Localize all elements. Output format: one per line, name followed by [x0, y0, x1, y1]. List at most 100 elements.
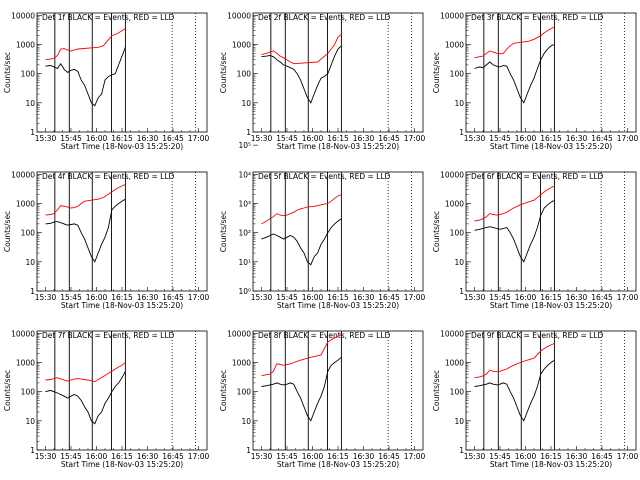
x-tick-label: 17:00	[617, 134, 639, 143]
x-tick-label: 17:00	[617, 452, 639, 461]
y-tick-label: 10000	[440, 11, 464, 20]
x-tick-label: 17:00	[404, 452, 426, 461]
y-tick-label: 10000	[227, 329, 251, 338]
x-tick-label: 15:45	[489, 293, 511, 302]
y-tick-label: 100	[450, 229, 465, 238]
x-tick-label: 16:00	[515, 293, 537, 302]
x-tick-label: 15:30	[464, 293, 486, 302]
panel-det-7: Det 7f BLACK = Events, RED = LLD 1 10 100 10…	[3, 329, 210, 469]
y-axis-label: Counts/sec	[219, 52, 228, 93]
series-line-events	[45, 198, 126, 263]
y-axis-label: Counts/sec	[432, 370, 441, 411]
x-tick-label: 15:30	[464, 452, 486, 461]
x-tick-label: 15:30	[251, 134, 273, 143]
y-tick-label: 10000	[11, 329, 35, 338]
series-line-events	[45, 47, 126, 107]
y-tick-label: 100	[450, 388, 465, 397]
x-tick-label: 16:00	[86, 293, 108, 302]
y-tick-label: 10000	[11, 11, 35, 20]
x-tick-label: 17:00	[188, 134, 210, 143]
y-tick-label: 10¹	[238, 258, 251, 267]
x-tick-label: 16:45	[378, 293, 400, 302]
x-tick-label: 16:00	[86, 134, 108, 143]
y-tick-label: 1000	[16, 40, 35, 49]
y-tick-label: 1000	[445, 40, 464, 49]
series-line-events	[261, 356, 342, 422]
y-tick-label: 100	[21, 70, 36, 79]
x-tick-label: 17:00	[617, 293, 639, 302]
x-tick-label: 16:15	[327, 452, 349, 461]
y-tick-label: 100	[450, 70, 465, 79]
y-tick-label: 10	[25, 99, 35, 108]
x-tick-label: 15:30	[251, 452, 273, 461]
x-tick-label: 17:00	[404, 134, 426, 143]
x-axis-label: Start Time (18-Nov-03 15:25:20)	[61, 301, 183, 310]
panel-title: Det 1f BLACK = Events, RED = LLD	[42, 13, 175, 22]
panel-title: Det 6f BLACK = Events, RED = LLD	[471, 172, 604, 181]
panel-det-6: Det 6f BLACK = Events, RED = LLD 1 10 100 10…	[432, 170, 639, 310]
x-tick-label: 15:45	[489, 452, 511, 461]
y-tick-label: 1000	[232, 358, 251, 367]
x-tick-label: 16:00	[86, 452, 108, 461]
y-tick-label: 1	[30, 446, 35, 455]
x-tick-label: 16:15	[540, 134, 562, 143]
x-tick-label: 16:30	[137, 452, 159, 461]
x-tick-label: 16:30	[353, 134, 375, 143]
y-tick-label: 10⁴	[238, 170, 251, 179]
series-line-lld	[474, 342, 555, 379]
panel-det-9: Det 9f BLACK = Events, RED = LLD 1 10 100 10…	[432, 329, 639, 469]
series-line-lld	[45, 183, 126, 216]
x-axis-label: Start Time (18-Nov-03 15:25:20)	[277, 142, 399, 151]
y-tick-label: 1	[459, 287, 464, 296]
x-tick-label: 16:15	[111, 452, 133, 461]
y-tick-label: 10	[454, 99, 464, 108]
y-tick-label: 100	[237, 70, 252, 79]
y-tick-label: 10⁵	[238, 141, 251, 150]
x-tick-label: 16:45	[378, 134, 400, 143]
x-tick-label: 16:45	[591, 293, 613, 302]
y-axis-label: Counts/sec	[219, 211, 228, 252]
x-tick-label: 15:30	[251, 293, 273, 302]
x-tick-label: 16:30	[353, 452, 375, 461]
panel-title: Det 4f BLACK = Events, RED = LLD	[42, 172, 175, 181]
panel-det-5: Det 5f BLACK = Events, RED = LLD 10⁰ 10¹ 10…	[219, 141, 426, 310]
y-tick-label: 100	[21, 229, 36, 238]
x-tick-label: 15:45	[60, 134, 82, 143]
y-tick-label: 10000	[227, 11, 251, 20]
x-tick-label: 16:00	[302, 293, 324, 302]
y-axis-label: Counts/sec	[432, 52, 441, 93]
x-axis-label: Start Time (18-Nov-03 15:25:20)	[490, 301, 612, 310]
x-tick-label: 16:30	[566, 134, 588, 143]
y-tick-label: 10	[25, 258, 35, 267]
x-tick-label: 16:45	[591, 134, 613, 143]
series-line-lld	[474, 185, 555, 222]
x-axis-label: Start Time (18-Nov-03 15:25:20)	[61, 142, 183, 151]
y-tick-label: 1	[30, 287, 35, 296]
y-tick-label: 1	[30, 128, 35, 137]
y-tick-label: 10	[454, 258, 464, 267]
y-tick-label: 1	[459, 128, 464, 137]
x-tick-label: 15:45	[276, 134, 298, 143]
x-tick-label: 15:30	[35, 293, 57, 302]
y-axis-label: Counts/sec	[432, 211, 441, 252]
x-tick-label: 16:45	[591, 452, 613, 461]
x-tick-label: 16:00	[302, 452, 324, 461]
y-tick-label: 1000	[16, 199, 35, 208]
y-tick-label: 10000	[440, 329, 464, 338]
x-tick-label: 16:30	[566, 293, 588, 302]
y-tick-label: 1000	[16, 358, 35, 367]
x-tick-label: 16:30	[353, 293, 375, 302]
series-line-events	[474, 199, 555, 263]
x-tick-label: 15:30	[464, 134, 486, 143]
x-axis-label: Start Time (18-Nov-03 15:25:20)	[61, 460, 183, 469]
x-axis-label: Start Time (18-Nov-03 15:25:20)	[490, 142, 612, 151]
y-tick-label: 10	[25, 417, 35, 426]
panel-title: Det 2f BLACK = Events, RED = LLD	[258, 13, 391, 22]
series-line-events	[45, 371, 126, 425]
x-tick-label: 15:45	[60, 293, 82, 302]
x-tick-label: 15:45	[489, 134, 511, 143]
x-tick-label: 16:30	[137, 134, 159, 143]
x-tick-label: 15:30	[35, 452, 57, 461]
series-line-events	[474, 359, 555, 422]
